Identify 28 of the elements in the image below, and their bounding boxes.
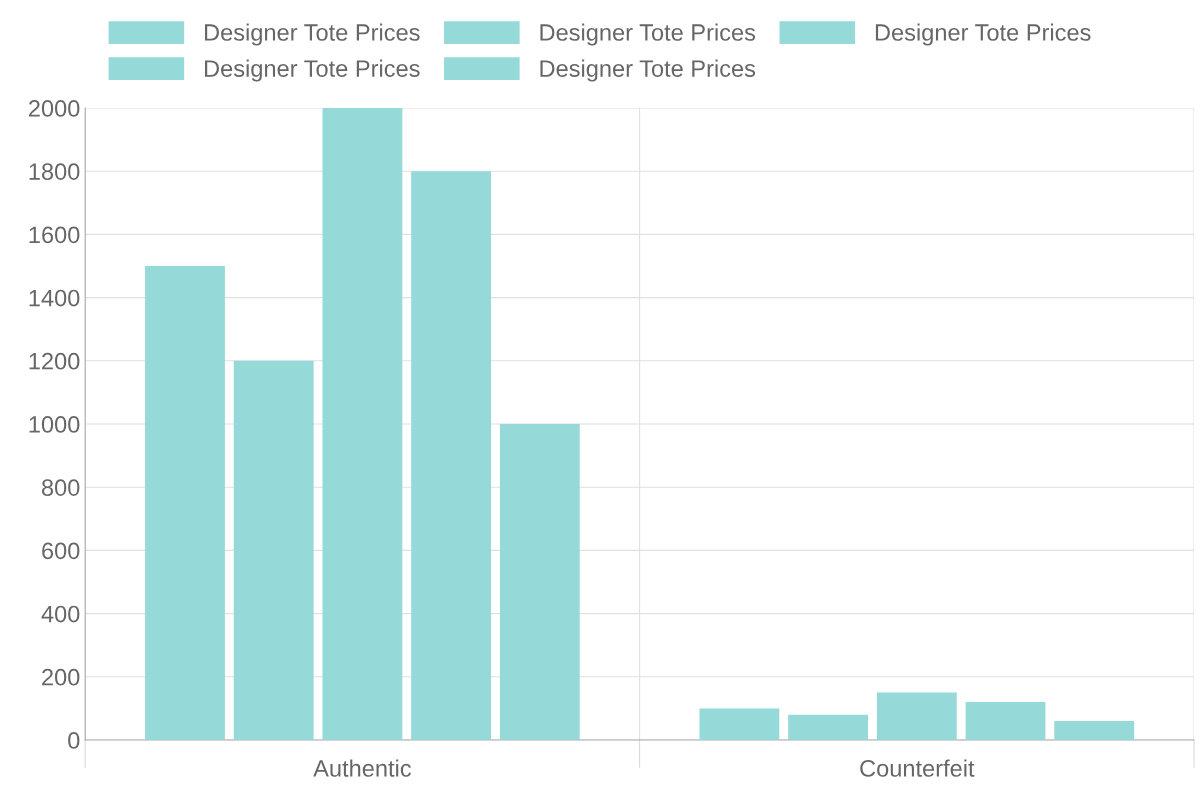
bar [499,424,580,740]
x-tick-label: Counterfeit [860,759,975,777]
x-tick-label: Authentic [313,759,411,777]
bar [699,708,780,740]
legend-label: Designer Tote Prices [205,59,420,82]
y-tick-label: 0 [68,732,80,749]
legend-label: Designer Tote Prices [540,59,756,82]
bar [145,266,225,740]
bar [965,702,1046,740]
y-tick-label: 2000 [29,100,80,117]
y-tick-label: 1800 [29,163,80,180]
bar [788,714,869,740]
legend-label: Designer Tote Prices [540,23,756,46]
y-tick-label: 200 [42,668,80,686]
bar [322,108,403,740]
y-tick-label: 600 [42,542,80,560]
legend-label: Designer Tote Prices [875,23,1091,46]
y-tick-label: 1200 [29,352,80,370]
y-tick-label: 800 [41,479,80,496]
bar [411,171,492,740]
y-tick-label: 1000 [29,416,80,433]
y-tick-label: 400 [41,605,80,623]
y-tick-label: 1400 [29,289,80,307]
bar [233,360,314,740]
legend-label: Designer Tote Prices [205,23,420,46]
y-tick-label: 1600 [29,226,80,244]
bar [1054,721,1135,740]
bar [876,692,957,740]
